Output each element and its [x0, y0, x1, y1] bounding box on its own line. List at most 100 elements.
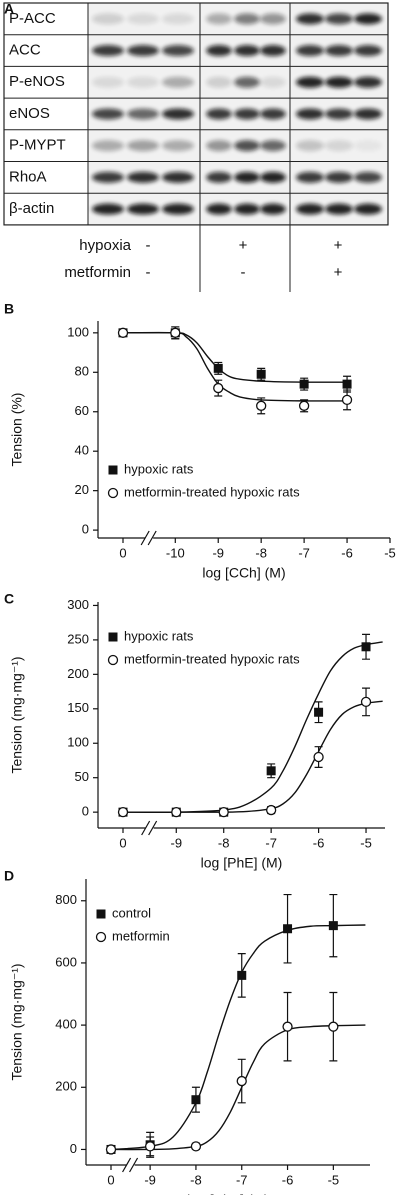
legend-marker [108, 465, 118, 475]
x-tick-label: -8 [255, 545, 267, 560]
blot-frame [3, 2, 389, 226]
blot-band [354, 203, 382, 215]
condition-sign: + [334, 264, 343, 281]
blot-band [260, 13, 286, 25]
blot-band [92, 76, 124, 88]
condition-sign: + [239, 237, 248, 254]
blot-band [354, 171, 382, 183]
blot-band [206, 140, 232, 152]
marker-square [314, 707, 324, 717]
x-tick-label: -5 [384, 545, 396, 560]
y-tick-label: 250 [67, 631, 89, 646]
y-tick-label: 0 [82, 804, 89, 819]
blot-band [234, 76, 260, 88]
x-axis-label: log [PhE] (M) [187, 1192, 269, 1195]
blot-band [296, 13, 324, 25]
marker-circle [360, 696, 372, 708]
x-tick-label: -5 [328, 1172, 340, 1187]
y-tick-label: 50 [75, 769, 89, 784]
blot-band [162, 108, 194, 120]
fit-curve [123, 700, 383, 813]
blot-band [260, 171, 286, 183]
legend-marker [95, 931, 107, 943]
marker-circle [117, 807, 129, 818]
blot-band [354, 140, 382, 152]
blot-row-label: β-actin [9, 200, 54, 217]
y-tick-label: 800 [55, 892, 77, 907]
marker-circle [105, 1144, 117, 1155]
y-tick-label: 100 [67, 324, 89, 339]
blot-band [296, 140, 324, 152]
axis-break [140, 530, 150, 546]
blot-band [325, 203, 353, 215]
blot-band [260, 140, 286, 152]
marker-circle [265, 804, 277, 816]
x-tick-label: -7 [236, 1172, 248, 1187]
fit-curve [122, 641, 383, 814]
marker-circle [313, 751, 324, 763]
blot-band [206, 45, 232, 57]
x-tick-label: -7 [265, 835, 277, 850]
blot-band [92, 45, 124, 57]
legend-marker [108, 632, 118, 642]
blot-band [354, 45, 382, 57]
x-tick-label: -6 [313, 835, 325, 850]
y-axis-label: Tension (mg·mg⁻¹) [9, 963, 25, 1080]
blot-band [354, 13, 382, 25]
marker-circle [341, 394, 353, 406]
panel-label: A [4, 1, 14, 17]
axis-break [122, 1157, 132, 1173]
blot-band [127, 171, 159, 183]
condition-sign: - [146, 237, 151, 254]
blot-band [92, 203, 124, 215]
x-axis-label: log [PhE] (M) [201, 855, 283, 871]
marker-square [299, 379, 309, 389]
x-tick-label: -10 [166, 545, 185, 560]
blot-row-label: eNOS [9, 105, 50, 122]
y-tick-label: 200 [67, 666, 89, 681]
blot-band [206, 171, 232, 183]
blot-band [325, 45, 353, 57]
blot-band [260, 45, 286, 57]
x-tick-label: -8 [190, 1172, 202, 1187]
blot-band [234, 13, 260, 25]
blot-row-label: P-MYPT [9, 137, 66, 154]
y-axis-label: Tension (mg·mg⁻¹) [9, 656, 25, 773]
blot-band [234, 45, 260, 57]
blot-band [296, 45, 324, 57]
blot-band [127, 203, 159, 215]
blot-band [92, 108, 124, 120]
blot-band [162, 140, 194, 152]
axis-break [148, 820, 158, 836]
y-tick-label: 400 [55, 1017, 77, 1032]
condition-label: metformin [64, 264, 131, 281]
blot-band [325, 13, 353, 25]
condition-sign: + [334, 237, 343, 254]
y-tick-label: 20 [75, 482, 89, 497]
y-tick-label: 80 [75, 364, 89, 379]
y-tick-label: 0 [70, 1141, 77, 1156]
blot-row-label: P-ACC [9, 10, 56, 27]
blot-band [127, 108, 159, 120]
blot-band [206, 13, 232, 25]
marker-circle [170, 327, 181, 338]
blot-row-label: ACC [9, 42, 41, 59]
fit-curve [110, 924, 366, 1151]
blot-band [354, 108, 382, 120]
x-tick-label: -8 [218, 835, 230, 850]
y-tick-label: 0 [82, 522, 89, 537]
y-tick-label: 200 [55, 1079, 77, 1094]
blot-row-label: P-eNOS [9, 73, 65, 90]
condition-label: hypoxia [79, 237, 131, 254]
x-tick-label: 0 [107, 1172, 114, 1187]
y-tick-label: 40 [75, 443, 89, 458]
x-tick-label: -9 [144, 1172, 156, 1187]
marker-square [213, 363, 223, 373]
legend-label: metformin-treated hypoxic rats [124, 651, 300, 666]
marker-square [266, 766, 276, 776]
x-tick-label: 0 [119, 835, 126, 850]
fit-curve [122, 331, 348, 402]
blot-band [162, 13, 194, 25]
axis-break [141, 820, 151, 836]
blot-band [127, 13, 159, 25]
